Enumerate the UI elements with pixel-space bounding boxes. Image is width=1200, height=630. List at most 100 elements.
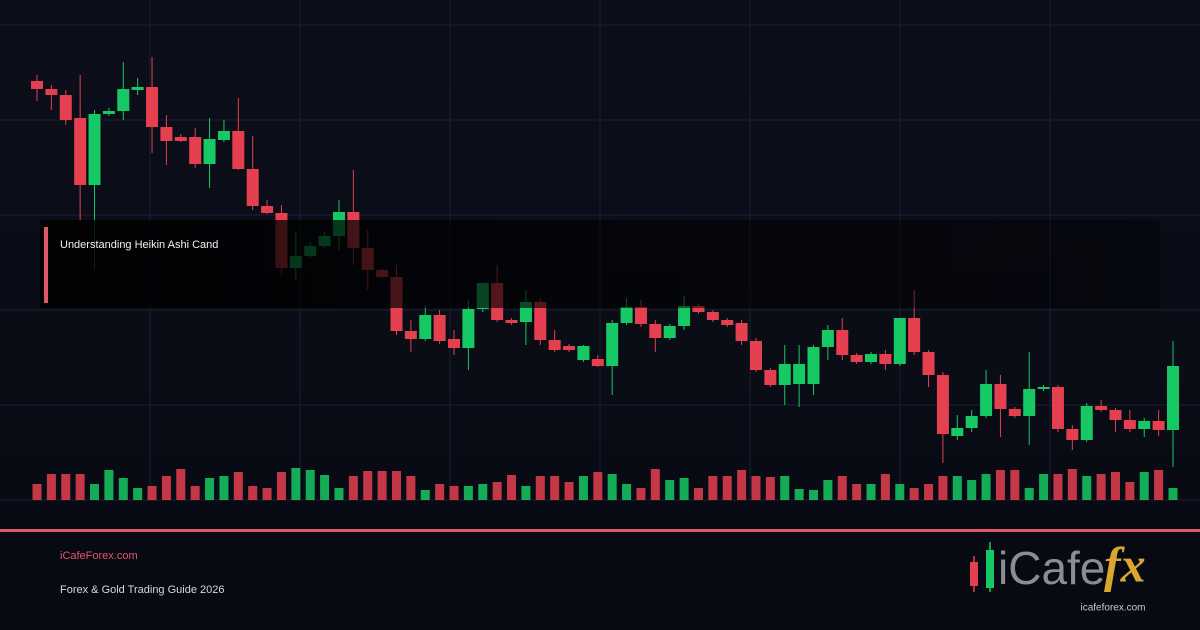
candle-body (620, 307, 633, 323)
volume-bar (636, 488, 646, 500)
logo-accent: fx (1104, 536, 1146, 592)
volume-bar (895, 484, 905, 500)
candle-body (591, 359, 604, 366)
volume-bar (578, 476, 588, 500)
volume-bar (564, 482, 574, 500)
candle-body (419, 315, 432, 339)
candle-body (778, 364, 791, 385)
volume-bar (866, 484, 876, 500)
candle-body (563, 346, 576, 350)
volume-bar (607, 474, 617, 500)
volume-bar (909, 488, 919, 500)
volume-bar (1110, 472, 1120, 500)
volume-bar (1053, 474, 1063, 500)
volume-bar (1096, 474, 1106, 500)
volume-bar (291, 468, 301, 500)
site: iCafeForex.com (60, 550, 138, 562)
volume-bar (190, 486, 200, 500)
volume-bar (550, 476, 560, 500)
candle-body (232, 131, 245, 169)
volume-bar (650, 469, 660, 500)
volume-bar (75, 474, 85, 500)
tagline: Forex & Gold Trading Guide 2026 (60, 584, 224, 596)
volume-bar (737, 470, 747, 500)
candle-body (534, 302, 547, 340)
volume-bar (1067, 469, 1077, 500)
volume-bar (1010, 470, 1020, 500)
candle-body (663, 326, 676, 338)
volume-bar (406, 476, 416, 500)
candle-body (131, 87, 144, 90)
volume-bar (463, 486, 473, 500)
volume-bar (205, 478, 215, 500)
candle-body (1123, 420, 1136, 429)
volume-bar (521, 486, 531, 500)
volume-bar (622, 484, 632, 500)
volume-bar (924, 484, 934, 500)
volume-bar (751, 476, 761, 500)
candle-body (117, 89, 130, 111)
candle-body (74, 118, 87, 185)
candle-body (692, 306, 705, 312)
volume-bar (219, 476, 229, 500)
volume-bar (118, 478, 128, 500)
candle-body (850, 355, 863, 362)
volume-bar (981, 474, 991, 500)
candle-body (448, 339, 461, 348)
volume-bar (722, 476, 732, 500)
candle-body (951, 428, 964, 436)
candle-body (893, 318, 906, 364)
volume-bar (794, 489, 804, 500)
volume-bar (391, 471, 401, 500)
candle-body (649, 324, 662, 338)
divider (0, 529, 1200, 532)
volume-bar (262, 488, 272, 500)
candle-body (45, 89, 58, 95)
candle-body (994, 384, 1007, 409)
candle-body (404, 331, 417, 339)
volume-bar (1024, 488, 1034, 500)
logo: iCafe fx icafeforex.com (970, 536, 1146, 614)
volume-bar (233, 472, 243, 500)
candle-body (1051, 387, 1064, 429)
candle-body (1080, 406, 1093, 440)
volume-bar (104, 470, 114, 500)
volume-bar (320, 475, 330, 500)
candle-body (1023, 389, 1036, 416)
candle-body (1037, 387, 1050, 389)
candle-body (462, 309, 475, 348)
volume-bar (492, 482, 502, 500)
candle-body (59, 95, 72, 120)
candle-body (203, 139, 216, 164)
volume-bar (435, 484, 445, 500)
candle-body (606, 323, 619, 366)
volume-bar (305, 470, 315, 500)
volume-bar (377, 471, 387, 500)
candle-body (189, 137, 202, 164)
candle-body (1008, 409, 1021, 416)
volume-bar (1168, 488, 1178, 500)
candle-body (793, 364, 806, 384)
candle-body (505, 320, 518, 323)
volume-bar (1082, 476, 1092, 500)
volume-bar (995, 470, 1005, 500)
candle-body (821, 330, 834, 347)
volume-bar (248, 486, 258, 500)
candle-body (1152, 421, 1165, 430)
candle-body (721, 320, 734, 325)
volume-bar (1139, 472, 1149, 500)
volume-bar (46, 474, 56, 500)
volume-bar (449, 486, 459, 500)
candle-body (678, 306, 691, 326)
candle-body (879, 354, 892, 364)
volume-bar (176, 469, 186, 500)
volume-bar (535, 476, 545, 500)
title: Understanding Heikin Ashi Cand (60, 239, 218, 251)
candle-body (1066, 429, 1079, 440)
volume-bar (32, 484, 42, 500)
candle-body (764, 370, 777, 385)
candle-body (965, 416, 978, 428)
volume-bar (765, 477, 775, 500)
candle-body (548, 340, 561, 350)
candle-body (865, 354, 878, 362)
